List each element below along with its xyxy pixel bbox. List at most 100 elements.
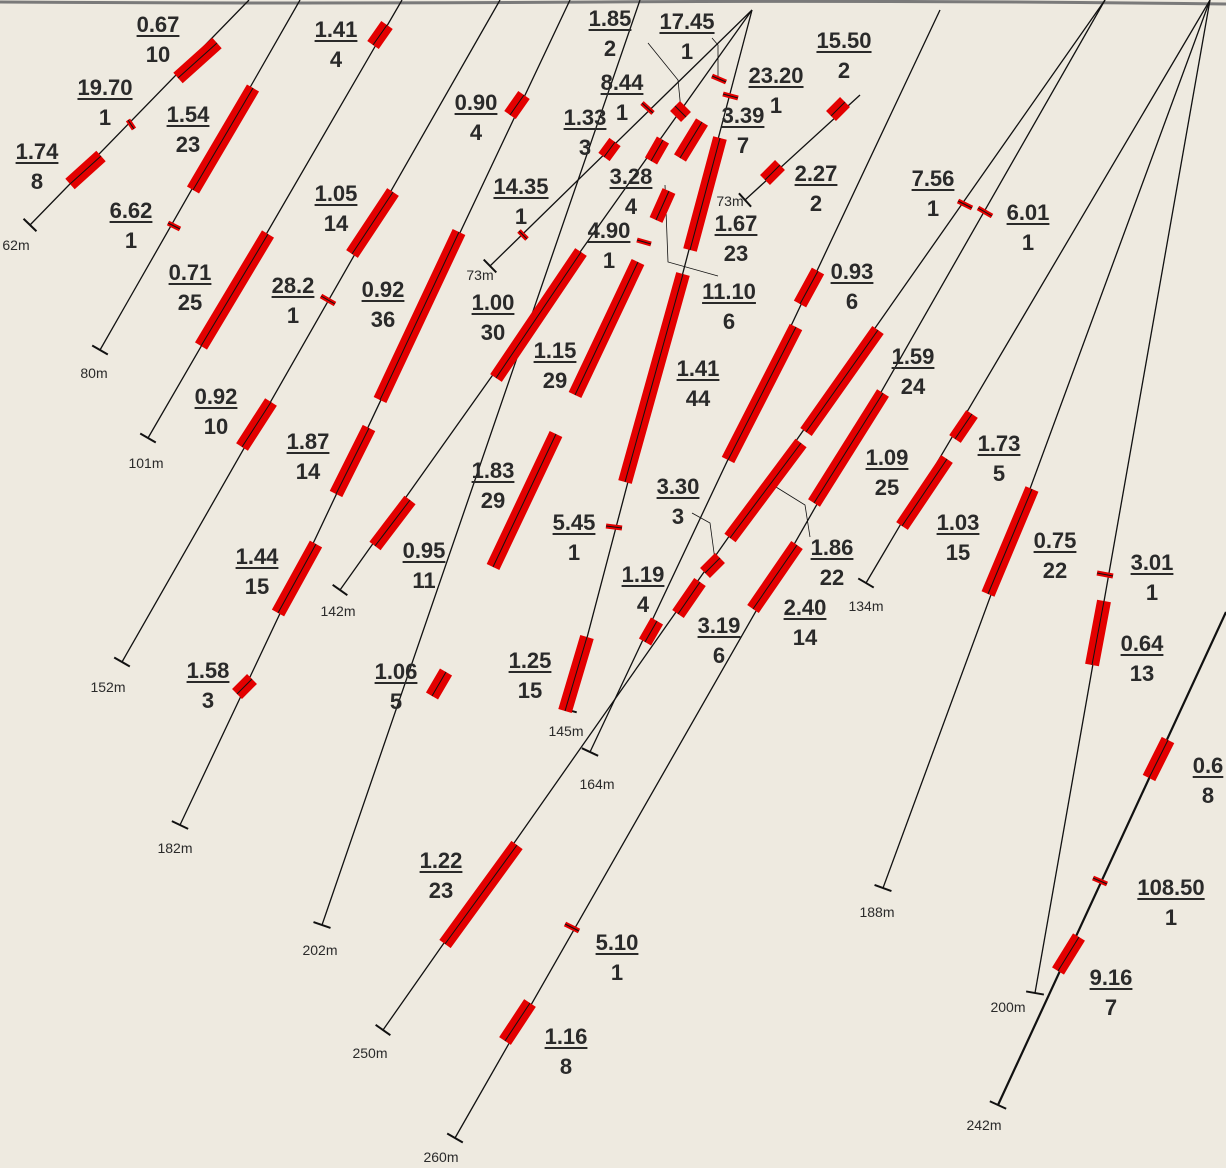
interval-width: 1 (1146, 580, 1158, 605)
grade-value: 1.59 (892, 344, 935, 369)
leader-line (647, 42, 682, 111)
intercept-label: 1.33 3 (563, 105, 607, 160)
intercept-label: 1.87 14 (286, 429, 330, 484)
intercept-bar-core (603, 141, 616, 158)
interval-width: 1 (1165, 905, 1177, 930)
intercept-label: 1.19 4 (621, 562, 665, 617)
drill-trace (121, 0, 501, 663)
interval-width: 4 (625, 194, 638, 219)
intercept-label: 1.41 4 (314, 17, 358, 72)
grade-value: 1.00 (472, 290, 515, 315)
intercept-label: 1.03 15 (936, 510, 980, 565)
drill-hole (874, 0, 1211, 893)
drill-trace (147, 0, 403, 439)
interval-width: 8 (1202, 783, 1214, 808)
end-of-hole-tick (989, 1100, 1007, 1110)
grade-value: 1.58 (187, 658, 230, 683)
intercept-bar-core (335, 427, 370, 495)
interval-width: 22 (1043, 558, 1067, 583)
interval-width: 6 (846, 289, 858, 314)
intercept-bar-core (805, 329, 879, 433)
grade-value: 5.10 (596, 930, 639, 955)
intercept-bar (1092, 875, 1108, 887)
intercept-label: 17.45 1 (659, 9, 715, 64)
intercept-bar-core (431, 671, 447, 697)
drill-hole (482, 9, 753, 274)
intercept-bar-core (650, 139, 664, 162)
intercept-label: 0.64 13 (1120, 631, 1164, 686)
intercept-label: 5.45 1 (552, 510, 596, 565)
grade-value: 17.45 (659, 9, 714, 34)
intercept-bar (166, 220, 182, 232)
intercept-label: 1.00 30 (471, 290, 515, 345)
intercept-bar-core (624, 273, 684, 483)
intercept-bar-core (504, 1002, 531, 1042)
end-of-hole-tick (1025, 990, 1045, 996)
grade-value: 1.44 (236, 544, 280, 569)
grade-value: 1.41 (677, 356, 720, 381)
intercept-bar-core (987, 488, 1033, 595)
intercept-label: 1.54 23 (166, 102, 211, 157)
hole-depth-label: 260m (423, 1149, 458, 1165)
intercept-bar (173, 37, 222, 84)
intercept-label: 1.83 29 (471, 458, 515, 513)
intercept-bar-core (574, 261, 639, 396)
intercept-label: 14.35 1 (493, 174, 549, 229)
interval-width: 24 (901, 374, 926, 399)
end-of-hole-tick (857, 577, 875, 589)
leader-line (691, 512, 716, 561)
interval-width: 6 (723, 309, 735, 334)
hole-depth-label: 73m (466, 267, 493, 283)
interval-width: 23 (429, 878, 453, 903)
intercept-bar (65, 150, 106, 190)
interval-width: 5 (993, 461, 1005, 486)
intercept-label: 0.92 36 (361, 277, 405, 332)
grade-value: 1.16 (545, 1024, 588, 1049)
intercept-bar-core (752, 544, 798, 610)
grade-value: 23.20 (748, 63, 803, 88)
interval-width: 10 (204, 414, 228, 439)
grade-value: 1.54 (167, 102, 211, 127)
hole-depth-label: 250m (352, 1045, 387, 1061)
intercept-bar (747, 541, 803, 613)
intercept-label: 0.90 4 (454, 90, 498, 145)
interval-width: 14 (324, 211, 349, 236)
drill-hole (989, 611, 1226, 1110)
end-of-hole-tick (113, 656, 131, 668)
intercept-bar (649, 188, 676, 223)
intercept-label: 7.56 1 (911, 166, 955, 221)
intercept-bar-core (374, 499, 411, 547)
intercept-label: 1.05 14 (314, 181, 358, 236)
hole-depth-label: 145m (548, 723, 583, 739)
intercept-bar (670, 101, 691, 122)
intercept-bar (558, 635, 594, 713)
intercept-label: 1.58 3 (186, 658, 230, 713)
grade-value: 2.40 (784, 595, 827, 620)
grade-value: 8.44 (601, 70, 645, 95)
intercept-label: 5.10 1 (595, 930, 639, 985)
intercept-label: 15.50 2 (816, 28, 872, 83)
interval-width: 44 (686, 386, 711, 411)
intercept-label: 4.90 1 (587, 218, 631, 273)
intercept-bar (367, 20, 393, 50)
intercept-bar (1085, 599, 1111, 667)
intercept-bar-core (704, 557, 721, 574)
interval-width: 15 (245, 574, 269, 599)
interval-width: 6 (713, 643, 725, 668)
intercept-bar-core (167, 222, 181, 230)
intercept-label: 0.95 11 (402, 538, 446, 593)
intercept-label: 0.68 (1192, 753, 1224, 808)
intercept-label: 1.25 15 (508, 648, 552, 703)
grade-value: 1.06 (375, 659, 418, 684)
grade-value: 15.50 (816, 28, 871, 53)
grade-value: 28.2 (272, 273, 315, 298)
intercept-bar-core (444, 844, 518, 945)
interval-width: 29 (543, 368, 567, 393)
grade-value: 1.67 (715, 211, 758, 236)
interval-width: 3 (202, 688, 214, 713)
intercept-label: 23.20 1 (748, 63, 804, 118)
intercept-bar-core (641, 102, 654, 114)
grade-value: 0.95 (403, 538, 446, 563)
intercept-label: 0.67 10 (136, 12, 180, 67)
hole-depth-label: 73m (716, 193, 743, 209)
